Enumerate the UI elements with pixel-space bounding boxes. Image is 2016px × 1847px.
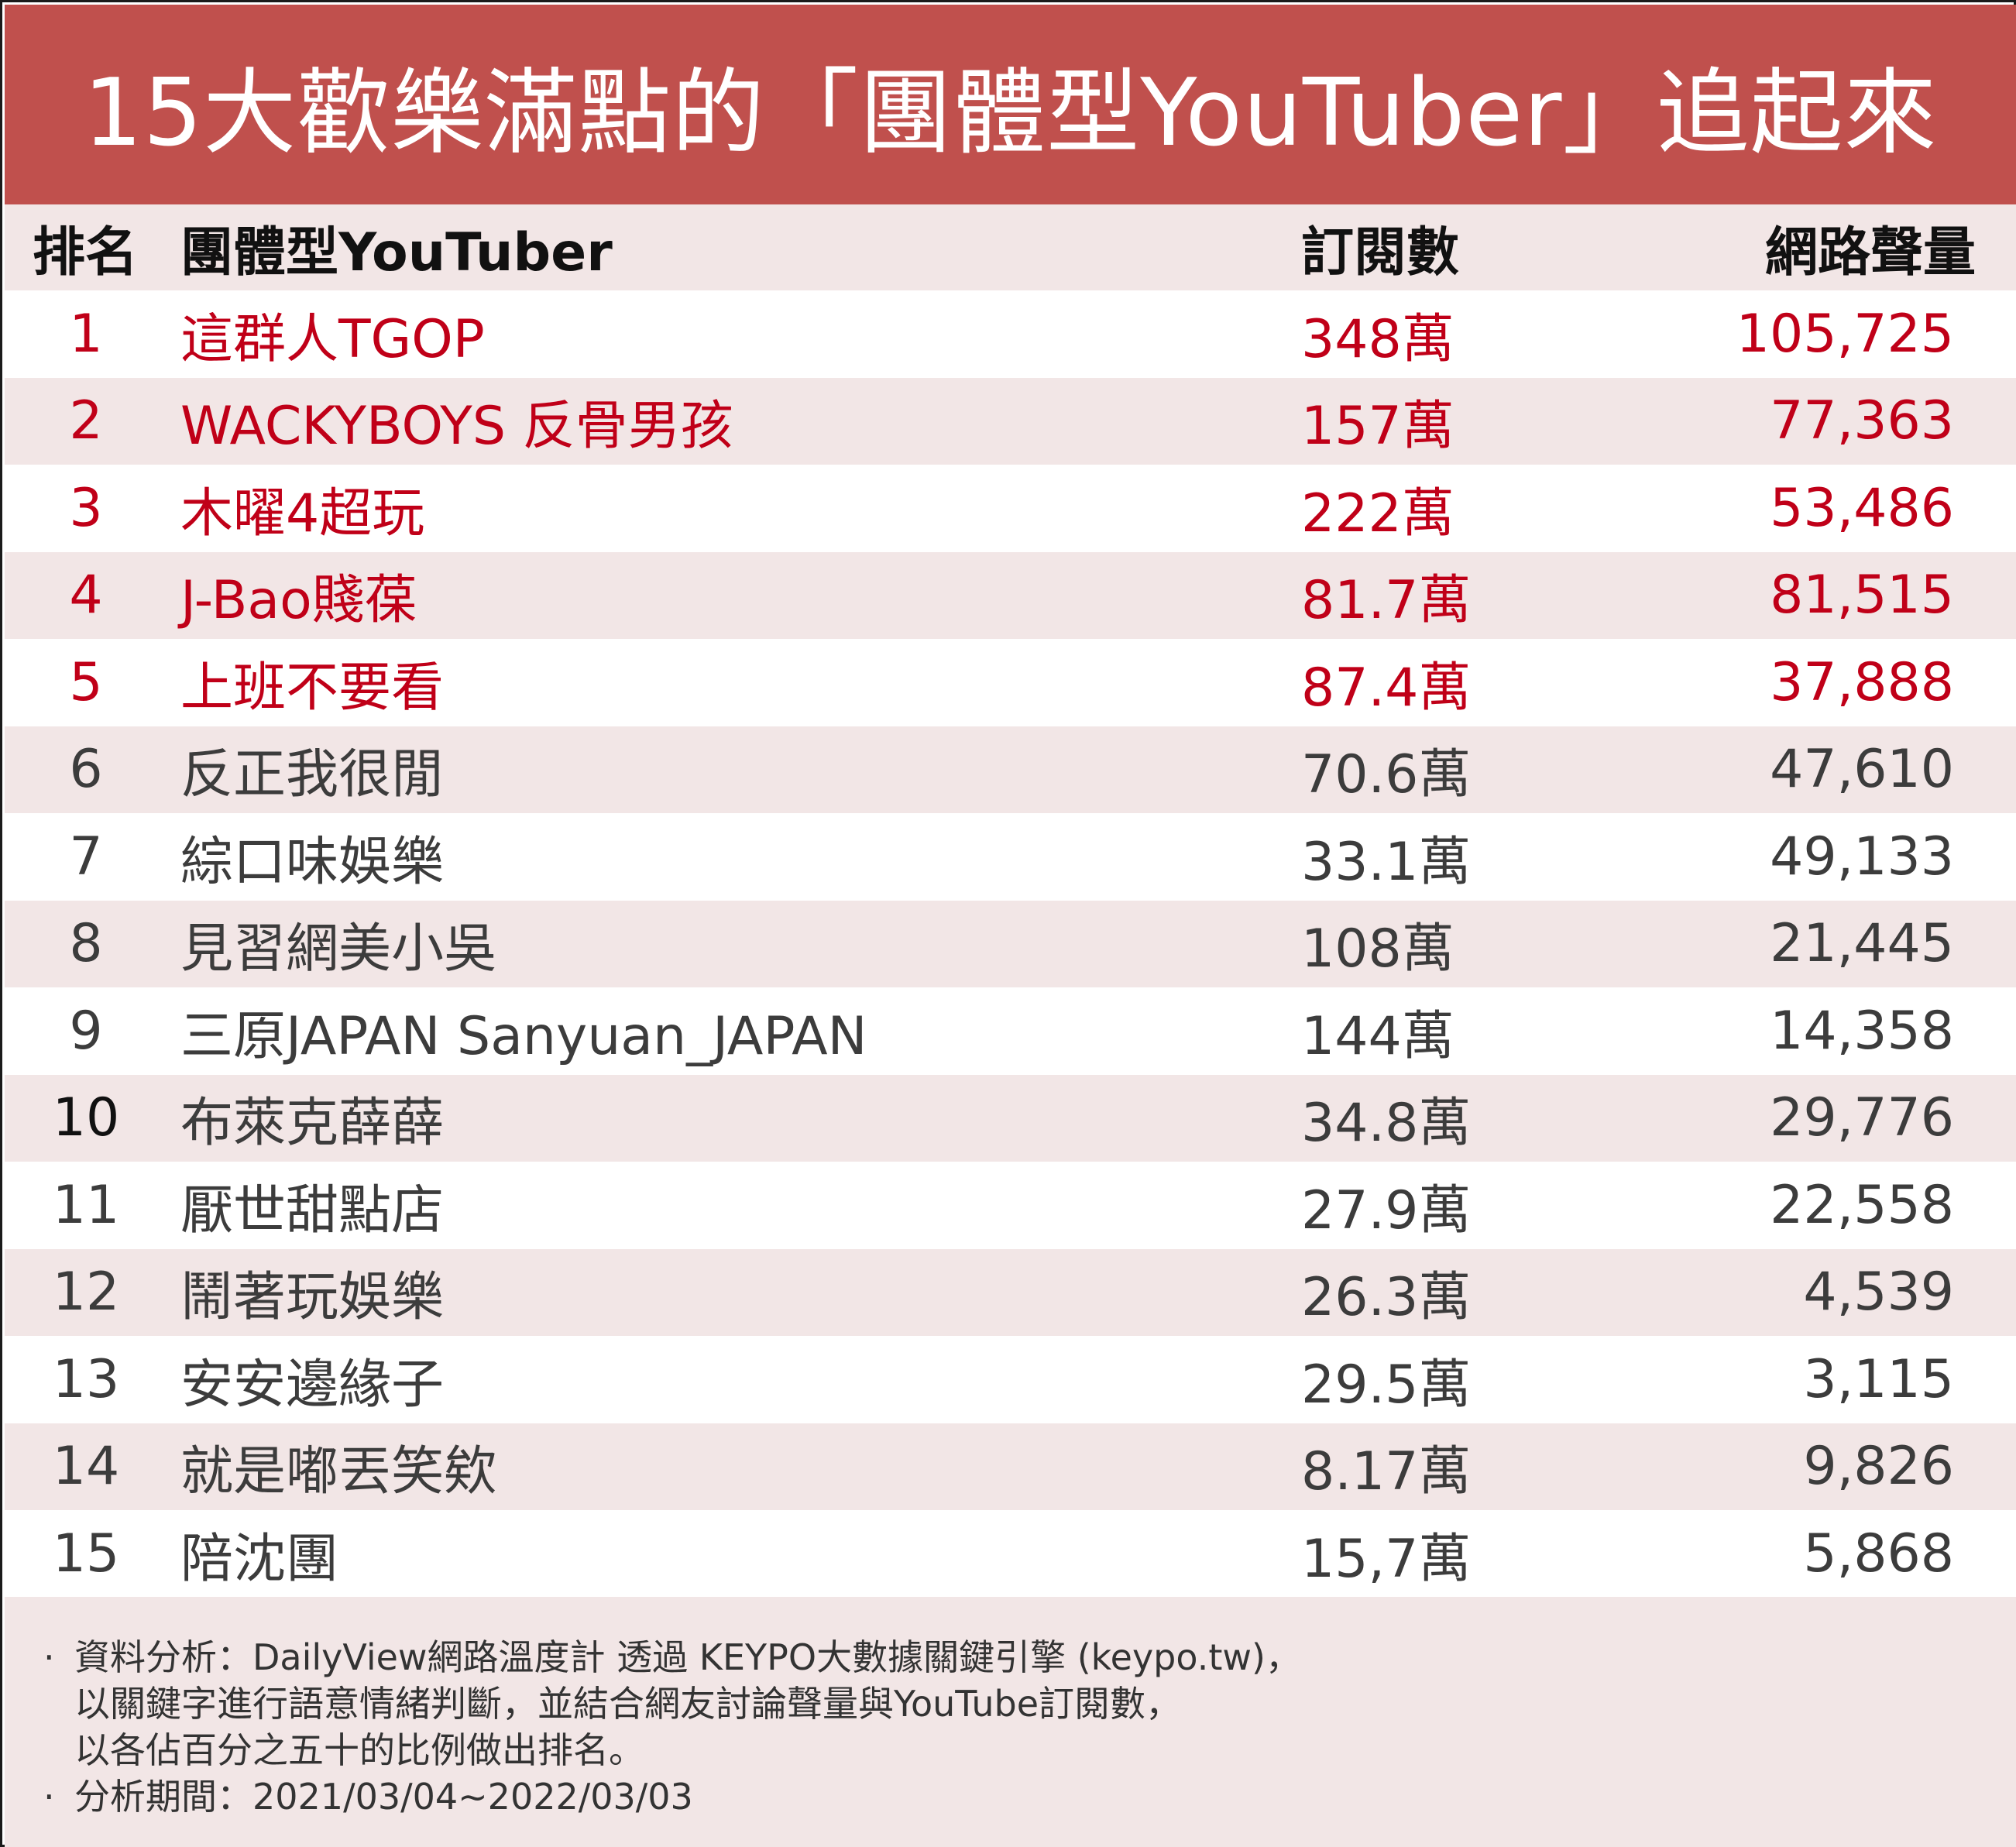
rank-cell: 10	[52, 1087, 120, 1149]
note-line-2: 以關鍵字進行語意情緒判斷，並結合網友討論聲量與YouTube訂閱數，	[74, 1683, 1182, 1725]
header-name: 團體型YouTuber	[180, 222, 613, 283]
rank-cell: 13	[52, 1348, 120, 1410]
volume-cell: 9,826	[1803, 1436, 1954, 1498]
youtuber-name-cell: 這群人TGOP	[180, 308, 485, 370]
bullet-icon: ·	[43, 1776, 55, 1818]
volume-cell: 77,363	[1770, 390, 1954, 452]
table-row: 10 布萊克薛薛 34.8萬 29,776	[5, 1074, 2016, 1162]
volume-cell: 22,558	[1770, 1174, 1954, 1236]
table-row: 9 三原JAPAN Sanyuan_JAPAN 144萬 14,358	[5, 987, 2016, 1075]
rank-cell: 3	[69, 477, 103, 539]
table-header-row: 排名 團體型YouTuber 訂閱數 網路聲量	[5, 204, 2016, 290]
header-volume: 網路聲量	[1764, 222, 1976, 283]
table-row: 14 就是嘟丟笑欸 8.17萬 9,826	[5, 1423, 2016, 1510]
subscribers-cell: 15,7萬	[1301, 1528, 1472, 1590]
youtuber-name-cell: 木曜4超玩	[180, 482, 425, 544]
youtuber-name-cell: J-Bao賤葆	[180, 570, 417, 632]
volume-cell: 105,725	[1736, 303, 1954, 365]
rank-cell: 12	[52, 1262, 120, 1323]
note-text: 資料分析：DailyView網路溫度計 透過 KEYPO大數據關鍵引擎 (key…	[74, 1636, 1301, 1678]
subscribers-cell: 348萬	[1301, 308, 1454, 370]
youtuber-name-cell: 布萊克薛薛	[180, 1093, 445, 1155]
note-line-4: · 分析期間：2021/03/04~2022/03/03	[43, 1769, 693, 1820]
note-text: 分析期間：2021/03/04~2022/03/03	[74, 1776, 693, 1818]
youtuber-name-cell: 上班不要看	[180, 657, 445, 719]
subscribers-cell: 81.7萬	[1301, 570, 1472, 632]
page-title: 15大歡樂滿點的「團體型YouTuber」追起來	[83, 60, 1938, 167]
ranking-table: 排名 團體型YouTuber 訂閱數 網路聲量 1 這群人TGOP 348萬 105,…	[5, 204, 2016, 1598]
volume-cell: 5,868	[1803, 1523, 1954, 1584]
rank-cell: 7	[69, 826, 103, 887]
table-row: 6 反正我很閒 70.6萬 47,610	[5, 726, 2016, 813]
subscribers-cell: 27.9萬	[1301, 1179, 1472, 1241]
table-row: 4 J-Bao賤葆 81.7萬 81,515	[5, 551, 2016, 639]
youtuber-name-cell: 見習網美小吳	[180, 918, 497, 980]
table-row: 2 WACKYBOYS 反骨男孩 157萬 77,363	[5, 377, 2016, 465]
header-rank: 排名	[33, 222, 139, 283]
rank-cell: 5	[69, 651, 103, 713]
youtuber-name-cell: 厭世甜點店	[180, 1179, 445, 1241]
volume-cell: 81,515	[1770, 565, 1954, 627]
volume-cell: 37,888	[1770, 651, 1954, 713]
subscribers-cell: 222萬	[1301, 482, 1454, 544]
subscribers-cell: 33.1萬	[1301, 831, 1472, 893]
subscribers-cell: 29.5萬	[1301, 1354, 1472, 1416]
volume-cell: 49,133	[1770, 826, 1954, 887]
rank-cell: 9	[69, 1000, 103, 1062]
subscribers-cell: 70.6萬	[1301, 744, 1472, 806]
youtuber-name-cell: 反正我很閒	[180, 744, 445, 806]
subscribers-cell: 157萬	[1301, 396, 1454, 458]
footnotes: · 資料分析：DailyView網路溫度計 透過 KEYPO大數據關鍵引擎 (ke…	[5, 1597, 2016, 1847]
rank-cell: 2	[69, 390, 103, 452]
rank-cell: 6	[69, 739, 103, 801]
table-row: 13 安安邊緣子 29.5萬 3,115	[5, 1336, 2016, 1423]
table-row: 12 鬧著玩娛樂 26.3萬 4,539	[5, 1248, 2016, 1336]
rank-cell: 1	[69, 303, 103, 365]
note-line-1: · 資料分析：DailyView網路溫度計 透過 KEYPO大數據關鍵引擎 (ke…	[43, 1629, 1301, 1680]
table-row: 11 厭世甜點店 27.9萬 22,558	[5, 1162, 2016, 1249]
volume-cell: 3,115	[1803, 1348, 1954, 1410]
youtuber-name-cell: WACKYBOYS 反骨男孩	[180, 396, 733, 458]
youtuber-name-cell: 安安邊緣子	[180, 1354, 445, 1416]
volume-cell: 4,539	[1803, 1262, 1954, 1323]
rank-cell: 15	[52, 1523, 120, 1584]
subscribers-cell: 108萬	[1301, 918, 1454, 980]
table-row: 7 綜口味娛樂 33.1萬 49,133	[5, 813, 2016, 901]
subscribers-cell: 26.3萬	[1301, 1267, 1472, 1329]
table-row: 5 上班不要看 87.4萬 37,888	[5, 639, 2016, 726]
table-row: 3 木曜4超玩 222萬 53,486	[5, 465, 2016, 552]
volume-cell: 14,358	[1770, 1000, 1954, 1062]
subscribers-cell: 144萬	[1301, 1005, 1454, 1067]
header-subscribers: 訂閱數	[1301, 222, 1460, 283]
table-body: 1 這群人TGOP 348萬 105,725 2 WACKYBOYS 反骨男孩 157萬 77…	[5, 290, 2016, 1598]
youtuber-name-cell: 就是嘟丟笑欸	[180, 1441, 497, 1503]
youtuber-name-cell: 綜口味娛樂	[180, 831, 445, 893]
subscribers-cell: 87.4萬	[1301, 657, 1472, 719]
volume-cell: 53,486	[1770, 477, 1954, 539]
youtuber-name-cell: 陪沈團	[180, 1528, 339, 1590]
volume-cell: 21,445	[1770, 913, 1954, 975]
rank-cell: 8	[69, 913, 103, 975]
title-banner: 15大歡樂滿點的「團體型YouTuber」追起來	[5, 5, 2016, 204]
table-row: 1 這群人TGOP 348萬 105,725	[5, 290, 2016, 378]
bullet-icon: ·	[43, 1636, 55, 1678]
volume-cell: 29,776	[1770, 1087, 1954, 1149]
subscribers-cell: 34.8萬	[1301, 1093, 1472, 1155]
youtuber-name-cell: 鬧著玩娛樂	[180, 1267, 445, 1329]
table-row: 8 見習網美小吳 108萬 21,445	[5, 900, 2016, 987]
subscribers-cell: 8.17萬	[1301, 1441, 1472, 1503]
rank-cell: 4	[69, 565, 103, 627]
youtuber-name-cell: 三原JAPAN Sanyuan_JAPAN	[180, 1005, 867, 1067]
rank-cell: 14	[52, 1436, 120, 1498]
note-line-3: 以各佔百分之五十的比例做出排名。	[74, 1729, 644, 1771]
volume-cell: 47,610	[1770, 739, 1954, 801]
table-row: 15 陪沈團 15,7萬 5,868	[5, 1510, 2016, 1598]
rank-cell: 11	[52, 1174, 120, 1236]
